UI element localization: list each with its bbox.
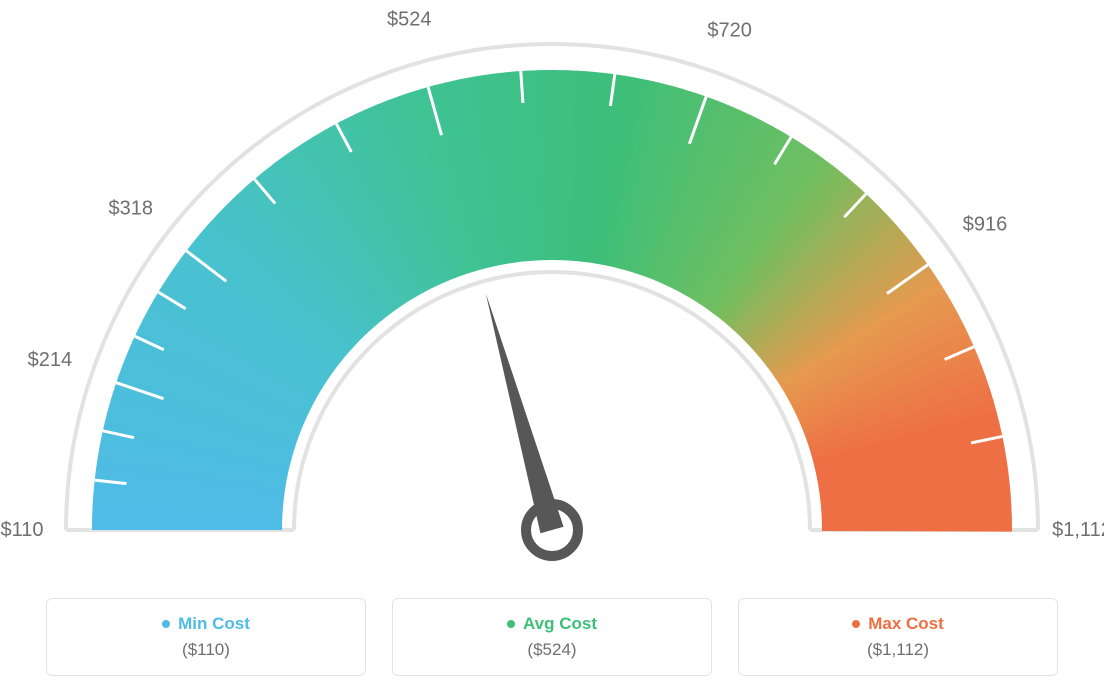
legend-card-min: Min Cost ($110) — [46, 598, 366, 676]
dot-icon — [507, 620, 515, 628]
legend-value-min: ($110) — [182, 640, 230, 660]
svg-text:$916: $916 — [963, 213, 1008, 235]
legend-title-min: Min Cost — [162, 614, 250, 634]
legend-value-max: ($1,112) — [867, 640, 929, 660]
legend-value-avg: ($524) — [527, 640, 576, 660]
svg-text:$110: $110 — [0, 519, 43, 541]
dot-icon — [852, 620, 860, 628]
svg-text:$214: $214 — [28, 349, 73, 371]
legend-label: Max Cost — [868, 614, 944, 634]
legend-card-avg: Avg Cost ($524) — [392, 598, 712, 676]
legend-title-max: Max Cost — [852, 614, 944, 634]
legend-card-max: Max Cost ($1,112) — [738, 598, 1058, 676]
svg-text:$524: $524 — [387, 9, 432, 31]
legend-title-avg: Avg Cost — [507, 614, 597, 634]
svg-text:$720: $720 — [707, 20, 752, 42]
legend-label: Avg Cost — [523, 614, 597, 634]
gauge-chart: $110 $214 $318 $524 $720 $916 $1,112 — [0, 0, 1104, 590]
svg-text:$1,112: $1,112 — [1052, 519, 1104, 541]
svg-text:$318: $318 — [109, 197, 154, 219]
dot-icon — [162, 620, 170, 628]
legend-row: Min Cost ($110) Avg Cost ($524) Max Cost… — [0, 598, 1104, 676]
legend-label: Min Cost — [178, 614, 250, 634]
